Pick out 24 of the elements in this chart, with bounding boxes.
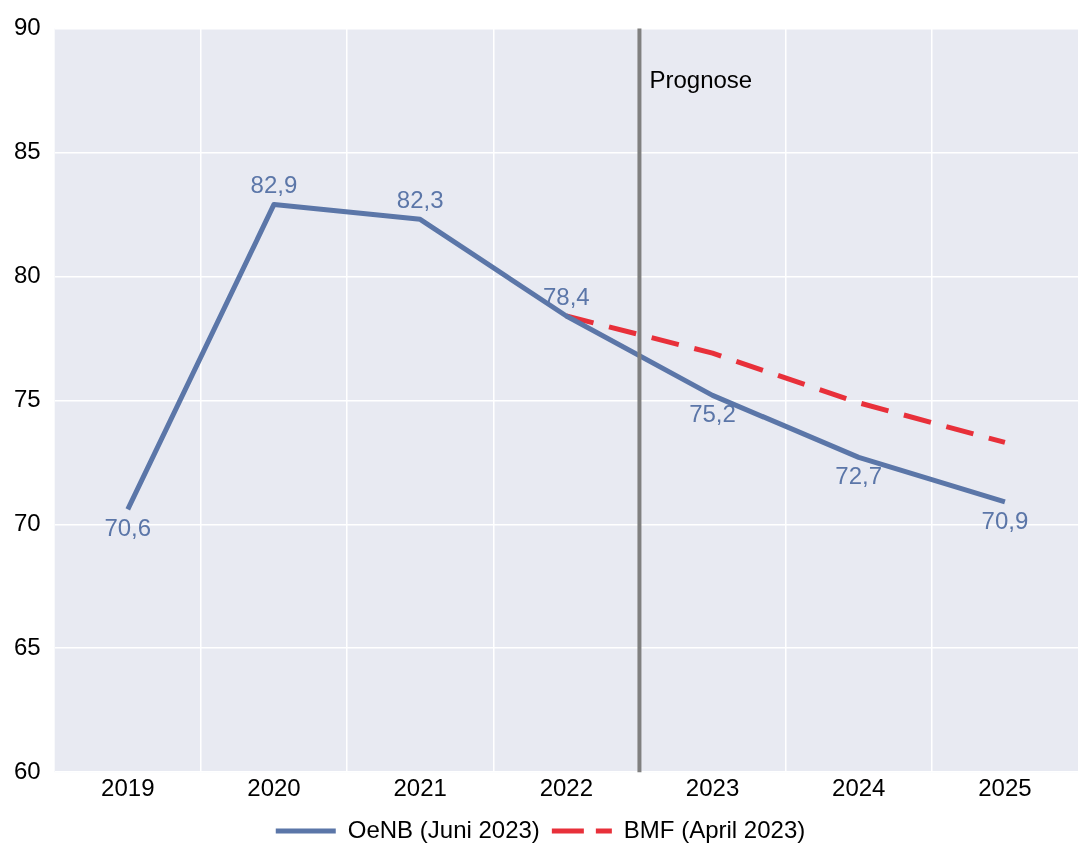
legend-label: BMF (April 2023) (623, 815, 806, 843)
x-tick-label: 2024 (832, 774, 886, 802)
data-label: 70,6 (104, 514, 152, 542)
y-tick-label: 60 (13, 756, 41, 784)
data-label: 75,2 (689, 399, 736, 427)
data-label: 82,3 (396, 185, 444, 213)
data-label: 72,7 (835, 461, 883, 489)
data-label: 70,9 (981, 506, 1029, 534)
y-tick-label: 90 (13, 13, 41, 41)
y-tick-label: 70 (13, 508, 41, 536)
data-label: 82,9 (250, 171, 298, 199)
x-tick-label: 2022 (539, 774, 594, 802)
x-tick-label: 2019 (101, 774, 155, 802)
y-tick-label: 85 (13, 136, 41, 164)
y-tick-label: 65 (13, 632, 41, 660)
data-label: 78,4 (542, 282, 590, 310)
ref-line-label: Prognose (649, 66, 753, 94)
x-tick-label: 2023 (685, 774, 740, 802)
legend-label: OeNB (Juni 2023) (347, 815, 540, 843)
x-tick-label: 2020 (247, 774, 301, 802)
y-tick-label: 80 (13, 260, 41, 288)
x-tick-label: 2021 (393, 774, 447, 802)
y-tick-label: 75 (13, 384, 41, 412)
x-tick-label: 2025 (978, 774, 1032, 802)
